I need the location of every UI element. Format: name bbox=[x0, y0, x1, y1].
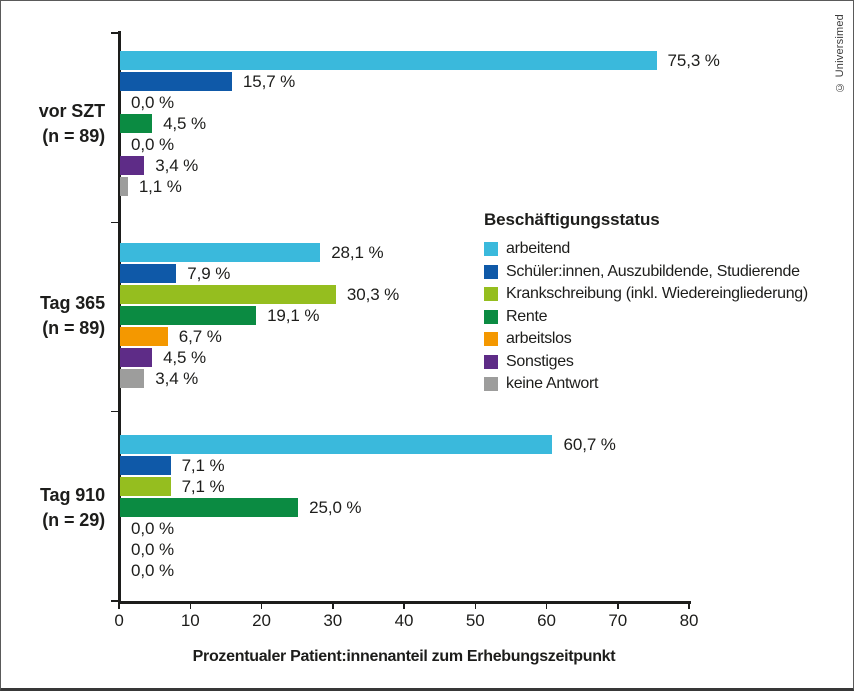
x-axis-tick-label: 60 bbox=[537, 611, 556, 630]
legend-item-label: keine Antwort bbox=[506, 375, 599, 393]
bar-value-label: 15,7 % bbox=[242, 72, 296, 91]
y-axis-tick bbox=[110, 221, 118, 224]
y-group-label-n: (n = 89) bbox=[42, 317, 105, 338]
x-axis-tick-label: 50 bbox=[465, 611, 485, 630]
bar-value-label: 75,3 % bbox=[667, 51, 720, 70]
legend-swatch-icon bbox=[484, 332, 498, 347]
bar-value-label: 0,0 % bbox=[131, 561, 174, 580]
legend: Beschäftigungsstatus arbeitend Schüler:in… bbox=[484, 210, 849, 396]
legend-title: Beschäftigungsstatus bbox=[484, 210, 660, 229]
legend-item-label: arbeitend bbox=[506, 240, 571, 258]
bar-segment bbox=[120, 285, 336, 304]
y-axis-tick bbox=[110, 600, 118, 602]
x-axis-tick-label: 40 bbox=[394, 611, 414, 630]
x-axis-tick bbox=[403, 603, 405, 609]
bar-segment bbox=[120, 264, 177, 283]
bar-value-label: 0,0 % bbox=[131, 93, 174, 112]
bar-value-label: 0,0 % bbox=[131, 135, 174, 154]
x-axis-tick-label: 30 bbox=[323, 611, 343, 630]
bar-segment bbox=[120, 498, 299, 517]
bar-segment bbox=[120, 243, 321, 262]
legend-item-label: arbeitslos bbox=[506, 330, 572, 348]
bar-value-label: 30,3 % bbox=[346, 285, 400, 304]
x-axis-tick-label: 0 bbox=[114, 611, 124, 630]
legend-item: arbeitslos bbox=[484, 328, 849, 351]
bar-segment bbox=[120, 477, 171, 496]
x-axis-tick bbox=[688, 603, 690, 609]
bar-segment bbox=[120, 348, 153, 367]
bar-value-label: 60,7 % bbox=[563, 435, 616, 454]
legend-swatch-icon bbox=[484, 242, 498, 257]
y-group-label-n: (n = 89) bbox=[42, 125, 105, 146]
legend-item: arbeitend bbox=[484, 238, 849, 261]
bar-segment bbox=[120, 327, 168, 346]
y-axis-line bbox=[117, 31, 121, 603]
y-group-label-n: (n = 29) bbox=[42, 509, 105, 530]
y-group-label: vor SZT (n = 89) bbox=[7, 50, 105, 197]
x-axis-tick bbox=[545, 603, 548, 609]
y-group-label-name: vor SZT bbox=[38, 100, 105, 121]
legend-item-label: Rente bbox=[506, 307, 548, 325]
x-axis-tick-label: 70 bbox=[608, 611, 628, 630]
bar-segment bbox=[120, 156, 145, 175]
bar-value-label: 19,1 % bbox=[267, 306, 320, 325]
bar-segment bbox=[120, 51, 657, 70]
x-axis-tick-label: 10 bbox=[180, 611, 200, 630]
legend-item-label: Krankschreibung (inkl. Wiedereingliederu… bbox=[506, 285, 808, 303]
legend-item-label: Sonstiges bbox=[506, 352, 574, 370]
legend-items: arbeitend Schüler:innen, Auszubildende, S… bbox=[484, 238, 849, 396]
y-group-label-name: Tag 910 bbox=[40, 484, 105, 505]
bar-segment bbox=[120, 114, 153, 133]
bar-value-label: 7,1 % bbox=[181, 477, 225, 496]
bar-value-label: 6,7 % bbox=[178, 327, 222, 346]
y-axis-tick bbox=[110, 32, 118, 34]
bar-segment bbox=[120, 72, 232, 91]
y-axis-tick bbox=[110, 410, 118, 413]
bar-value-label: 4,5 % bbox=[163, 348, 207, 367]
bar-value-label: 1,1 % bbox=[138, 177, 182, 196]
bar-value-label: 3,4 % bbox=[155, 156, 199, 175]
legend-swatch-icon bbox=[484, 264, 498, 279]
legend-swatch-icon bbox=[484, 354, 498, 369]
bar-value-label: 25,0 % bbox=[309, 498, 362, 517]
legend-item-label: Schüler:innen, Auszubildende, Studierend… bbox=[506, 262, 800, 280]
legend-item: keine Antwort bbox=[484, 373, 849, 396]
bar-value-label: 7,9 % bbox=[187, 264, 231, 283]
legend-swatch-icon bbox=[484, 377, 498, 392]
x-axis-tick bbox=[189, 603, 191, 609]
bar-segment bbox=[120, 456, 171, 475]
x-axis-tick-label: 20 bbox=[252, 611, 271, 630]
y-group-label: Tag 365 (n = 89) bbox=[7, 242, 105, 389]
x-axis-tick bbox=[617, 603, 619, 609]
x-axis-tick-label: 80 bbox=[679, 611, 699, 630]
x-axis-title: Prozentualer Patient:innenanteil zum Erh… bbox=[192, 648, 616, 665]
x-axis-tick bbox=[260, 603, 263, 609]
legend-item: Rente bbox=[484, 306, 849, 329]
bar-segment bbox=[120, 177, 128, 196]
x-axis-tick bbox=[474, 603, 476, 609]
bar-segment bbox=[120, 306, 257, 325]
bar-segment bbox=[120, 435, 553, 454]
legend-item: Krankschreibung (inkl. Wiedereingliederu… bbox=[484, 283, 849, 306]
bar-value-label: 3,4 % bbox=[155, 369, 199, 388]
bar-value-label: 7,1 % bbox=[181, 456, 225, 475]
bar-segment bbox=[120, 369, 145, 388]
legend-item: Sonstiges bbox=[484, 351, 849, 374]
legend-item: Schüler:innen, Auszubildende, Studierend… bbox=[484, 261, 849, 284]
copyright-credit: © Universimed bbox=[834, 14, 846, 93]
bar-value-label: 28,1 % bbox=[331, 243, 384, 262]
bar-value-label: 4,5 % bbox=[163, 114, 207, 133]
legend-swatch-icon bbox=[484, 309, 498, 324]
legend-swatch-icon bbox=[484, 287, 498, 302]
x-axis-tick bbox=[332, 603, 334, 609]
bar-value-label: 0,0 % bbox=[131, 519, 174, 538]
x-axis-tick bbox=[118, 603, 120, 609]
y-group-label: Tag 910 (n = 29) bbox=[7, 434, 105, 581]
y-group-label-name: Tag 365 bbox=[40, 292, 105, 313]
x-axis-line bbox=[117, 600, 691, 604]
bar-value-label: 0,0 % bbox=[131, 540, 174, 559]
